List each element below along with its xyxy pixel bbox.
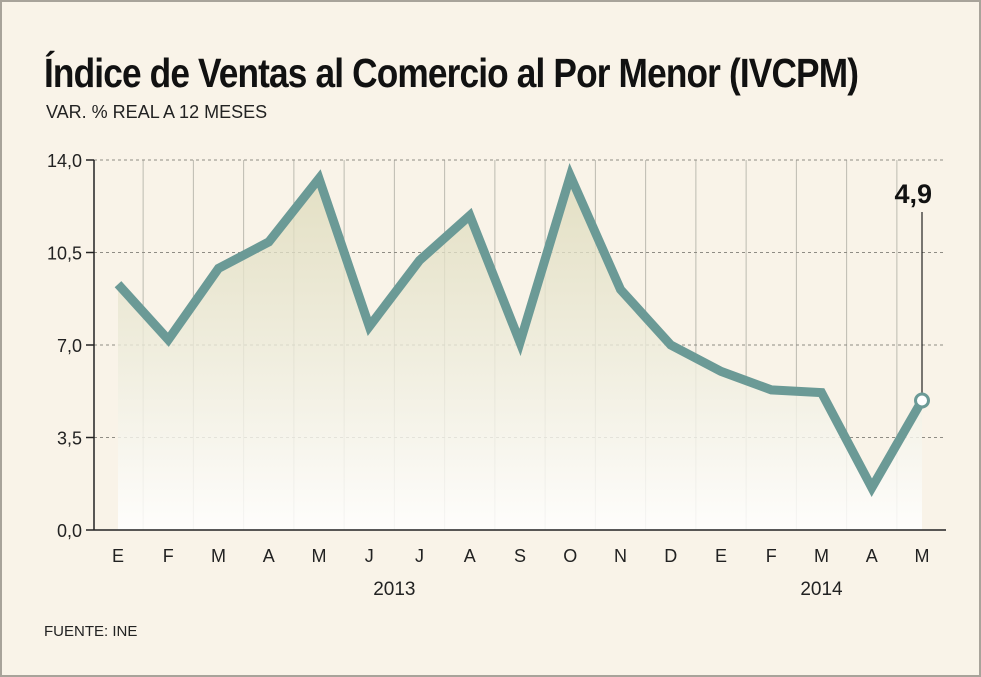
data-point	[717, 367, 726, 376]
data-label-value: 4,9	[894, 179, 932, 209]
x-tick-label: D	[664, 546, 677, 566]
chart-subtitle: VAR. % REAL A 12 MESES	[46, 102, 268, 122]
data-point	[315, 174, 324, 183]
chart-title: Índice de Ventas al Comercio al Por Meno…	[44, 50, 859, 96]
x-tick-label: M	[814, 546, 829, 566]
y-tick-label: 14,0	[47, 151, 82, 171]
x-tick-label: F	[766, 546, 777, 566]
y-tick-label: 10,5	[47, 244, 82, 264]
y-tick-label: 0,0	[57, 521, 82, 541]
x-tick-label: E	[112, 546, 124, 566]
x-tick-label: A	[464, 546, 476, 566]
data-point	[516, 338, 525, 347]
year-label: 2014	[800, 579, 843, 600]
data-point	[867, 483, 876, 492]
x-tick-label: S	[514, 546, 526, 566]
axes	[86, 159, 946, 531]
y-tick-label: 7,0	[57, 336, 82, 356]
data-point	[164, 335, 173, 344]
x-tick-label: N	[614, 546, 627, 566]
x-tick-label: O	[563, 546, 577, 566]
x-tick-label: J	[415, 546, 424, 566]
data-point	[566, 171, 575, 180]
x-tick-label: A	[866, 546, 878, 566]
data-point	[264, 237, 273, 246]
data-point	[415, 256, 424, 265]
data-point	[767, 385, 776, 394]
x-tick-label: E	[715, 546, 727, 566]
data-point	[666, 341, 675, 350]
y-tick-label: 3,5	[57, 429, 82, 449]
source-note: FUENTE: INE	[44, 623, 138, 640]
data-point	[114, 280, 123, 289]
data-point	[214, 264, 223, 273]
x-tick-label: F	[163, 546, 174, 566]
series-line	[114, 162, 926, 498]
x-tick-label: M	[211, 546, 226, 566]
x-tick-label: M	[915, 546, 930, 566]
x-tick-label: A	[263, 546, 275, 566]
data-point	[616, 285, 625, 294]
labels: 0,0 3,5 7,0 10,5 14,0 E F M A M J J A S O N D E F M A M 2013 20…	[47, 151, 932, 600]
data-point	[465, 211, 474, 220]
data-point	[817, 388, 826, 397]
x-tick-label: J	[365, 546, 374, 566]
annotation-marker	[914, 392, 930, 409]
x-tick-label: M	[312, 546, 327, 566]
year-label: 2013	[373, 579, 415, 600]
data-point	[365, 322, 374, 331]
